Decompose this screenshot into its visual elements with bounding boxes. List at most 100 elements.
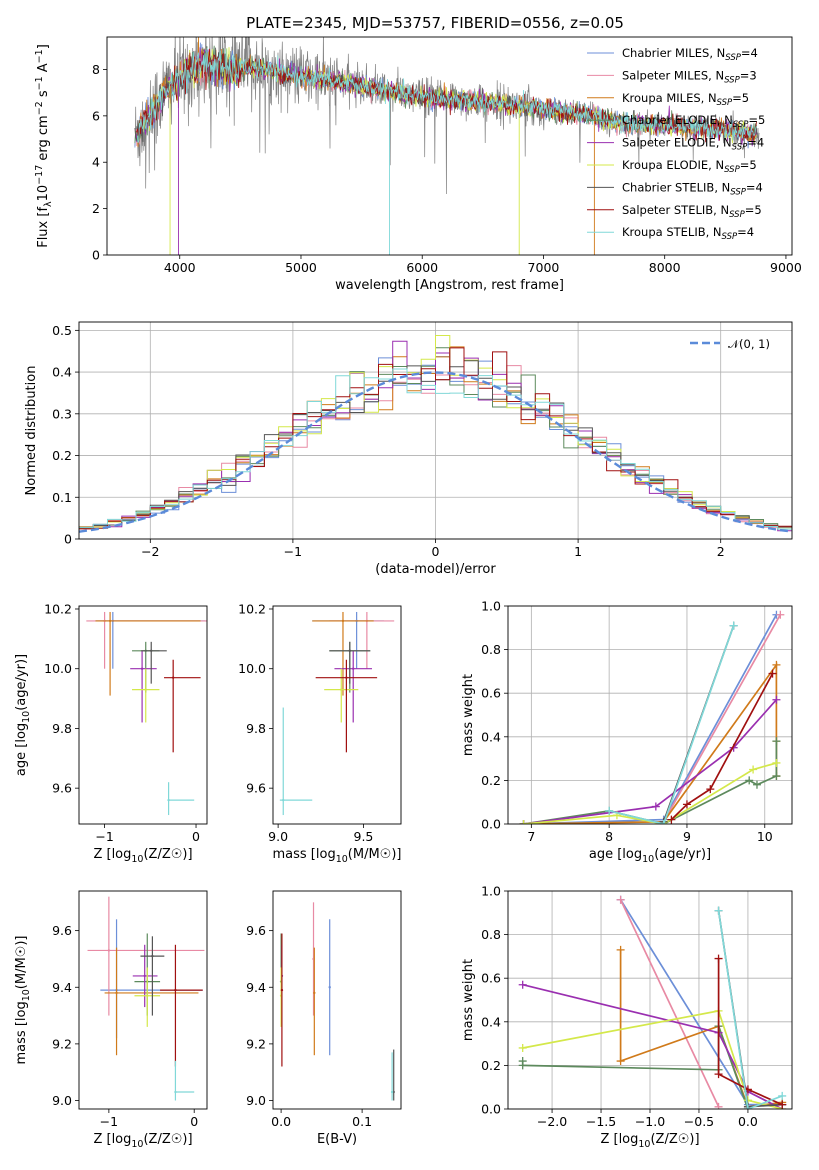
residuals-xtick-label: 1	[574, 544, 582, 559]
legend-entry-kroupa-miles: Kroupa MILES, NSSP=5	[622, 91, 749, 108]
mass-vs-EBV-ytick-label: 9.0	[246, 1093, 266, 1108]
residuals-xtick-label: −1	[284, 544, 302, 559]
age-vs-mass-point-kroupa-elodie	[340, 688, 343, 691]
weight-vs-age-axes: 7 8 9 10 0.0 0.2 0.4 0.6 0.8 1.0	[481, 599, 792, 844]
weight-vs-age-ytick-label: 0.4	[481, 729, 501, 744]
spectrum-axes: 4000 5000 6000 7000 8000 9000 0 2 4 6 8	[92, 62, 802, 275]
age-vs-mass-point-salpeter-elodie	[352, 667, 355, 670]
legend-entry-kroupa-elodie: Kroupa ELODIE, NSSP=5	[622, 158, 757, 175]
age-vs-Z-ytick-label: 9.6	[52, 781, 72, 796]
mass-vs-EBV-xtick-label: 0.1	[352, 1114, 372, 1129]
mass-vs-EBV-xtick-label: 0.0	[271, 1114, 291, 1129]
mass-vs-Z-axes: −1 0 9.0 9.2 9.4 9.6	[52, 923, 198, 1129]
spectrum-xlabel: wavelength [Angstrom, rest frame]	[335, 278, 564, 293]
age-vs-Z-frame	[78, 605, 208, 825]
spectrum-xtick-label: 8000	[649, 260, 681, 275]
weight-vs-Z-series	[518, 895, 787, 1109]
age-vs-Z-point-kroupa-stelib	[167, 798, 170, 802]
age-vs-mass-point-kroupa-stelib	[282, 798, 285, 802]
legend-entry-chabrier-elodie: Chabrier ELODIE, NSSP=5	[622, 113, 765, 130]
spectrum-xtick-label: 5000	[285, 260, 317, 275]
age-vs-mass-point-kroupa-miles	[341, 619, 345, 623]
weight-vs-Z-ytick-label: 0.4	[481, 1014, 501, 1029]
age-vs-Z-point-salpeter-stelib	[171, 676, 175, 679]
weight-vs-age-xtick-label: 8	[605, 829, 613, 844]
weight-vs-age-ytick-label: 0.8	[481, 642, 501, 657]
mass-vs-Z-point-kroupa-miles	[115, 991, 118, 995]
weight-vs-age-line-kroupa-elodie	[523, 762, 777, 824]
weight-vs-age-xtick-label: 7	[527, 829, 535, 844]
mass-vs-Z-point-chabrier-stelib	[151, 954, 154, 958]
age-vs-Z-points	[86, 611, 207, 816]
weight-vs-age-ytick-label: 1.0	[481, 599, 501, 614]
age-vs-Z-point-kroupa-elodie	[144, 688, 147, 691]
mass-vs-Z-xlabel: Z [log10(Z/Z☉)]	[93, 1132, 192, 1150]
weight-vs-age-ytick-label: 0.2	[481, 773, 501, 788]
legend-entry-chabrier-stelib: Chabrier STELIB, NSSP=4	[622, 180, 763, 197]
mass-vs-Z-ylabel: mass [log10(M/M☉)]	[14, 936, 32, 1065]
residuals-ytick-label: 0	[64, 532, 72, 547]
spectrum-ytick-label: 4	[92, 155, 100, 170]
weight-vs-Z-xtick-label: 0.0	[738, 1114, 758, 1129]
residuals-xtick-label: −2	[141, 544, 159, 559]
mass-vs-Z-xtick-label: −1	[100, 1114, 118, 1129]
weight-vs-Z-marker-salpeter-stelib	[714, 1070, 723, 1079]
weight-vs-Z-frame	[507, 890, 793, 1110]
weight-vs-Z-xtick-label: −0.5	[684, 1114, 714, 1129]
spectrum-xtick-label: 7000	[528, 260, 560, 275]
residuals-xtick-label: 0	[432, 544, 440, 559]
residuals-ylabel: Normed distribution	[24, 366, 39, 496]
residuals-lines	[79, 335, 792, 533]
residuals-ytick-label: 0.5	[52, 323, 72, 338]
weight-vs-age-xtick-label: 9	[683, 829, 691, 844]
age-vs-Z-point-salpeter-elodie	[140, 667, 144, 670]
age-vs-mass-ytick-label: 9.8	[246, 721, 266, 736]
mass-vs-EBV-ytick-label: 9.4	[246, 980, 266, 995]
mass-vs-Z-points	[87, 896, 205, 1101]
weight-vs-Z-marker-salpeter-stelib	[778, 1100, 787, 1109]
weight-vs-age-line-chabrier-elodie	[523, 741, 778, 824]
age-vs-mass-ytick-label: 10.0	[238, 661, 266, 676]
mass-vs-Z-ytick-label: 9.6	[52, 923, 72, 938]
weight-vs-age-marker-kroupa-stelib	[659, 820, 668, 824]
weight-vs-Z-ytick-label: 0.8	[481, 927, 501, 942]
residuals-frame	[78, 321, 793, 540]
spectrum-ytick-label: 6	[92, 108, 100, 123]
weight-vs-age-marker-salpeter-miles	[776, 610, 785, 619]
weight-vs-Z-ytick-label: 0.6	[481, 971, 501, 986]
age-vs-mass-frame	[272, 605, 402, 825]
weight-vs-age-marker-chabrier-elodie	[772, 772, 781, 781]
age-vs-mass-ytick-label: 9.6	[246, 781, 266, 796]
weight-vs-age-marker-chabrier-elodie	[752, 780, 761, 789]
mass-vs-Z-ytick-label: 9.2	[52, 1036, 72, 1051]
weight-vs-Z-marker-kroupa-miles	[616, 945, 625, 954]
weight-vs-age-series	[519, 610, 785, 824]
spectrum-xtick-label: 4000	[164, 260, 196, 275]
weight-vs-Z-marker-salpeter-miles	[714, 1102, 723, 1109]
weight-vs-age-marker-salpeter-elodie	[651, 802, 660, 811]
weight-vs-Z-line-salpeter-stelib	[717, 958, 783, 1106]
age-vs-Z-xtick-label: 0	[192, 829, 200, 844]
weight-vs-Z-xtick-label: −1.5	[586, 1114, 616, 1129]
weight-vs-age-xtick-label: 10	[757, 829, 773, 844]
weight-vs-age-line-salpeter-elodie	[523, 699, 778, 824]
age-vs-mass-axes: 9.0 9.5 9.6 9.8 10.0 10.2	[238, 601, 373, 844]
age-vs-mass-xtick-label: 9.5	[354, 829, 374, 844]
legend-entry-salpeter-miles: Salpeter MILES, NSSP=3	[622, 68, 757, 85]
mass-vs-EBV-point-kroupa-stelib	[390, 1090, 394, 1094]
residuals-ytick-label: 0.2	[52, 448, 72, 463]
mass-vs-Z-point-kroupa-elodie	[146, 994, 149, 997]
weight-vs-age-marker-kroupa-elodie	[519, 820, 528, 824]
age-vs-mass-point-salpeter-stelib	[345, 676, 348, 679]
weight-vs-age-marker-kroupa-stelib	[605, 806, 614, 815]
residuals-legend: 𝒩(0, 1)	[690, 337, 770, 351]
residuals-legend-label: 𝒩(0, 1)	[728, 337, 770, 351]
spectrum-model-kroupa-stelib	[136, 48, 757, 143]
spectrum-ytick-label: 2	[92, 201, 100, 216]
weight-vs-Z-line-kroupa-elodie	[522, 1009, 783, 1109]
weight-vs-age-marker-chabrier-elodie	[772, 737, 781, 746]
weight-vs-Z-marker-salpeter-elodie	[518, 980, 527, 989]
mass-vs-Z-point-salpeter-stelib	[174, 988, 177, 992]
age-vs-Z-point-chabrier-stelib	[150, 649, 153, 652]
